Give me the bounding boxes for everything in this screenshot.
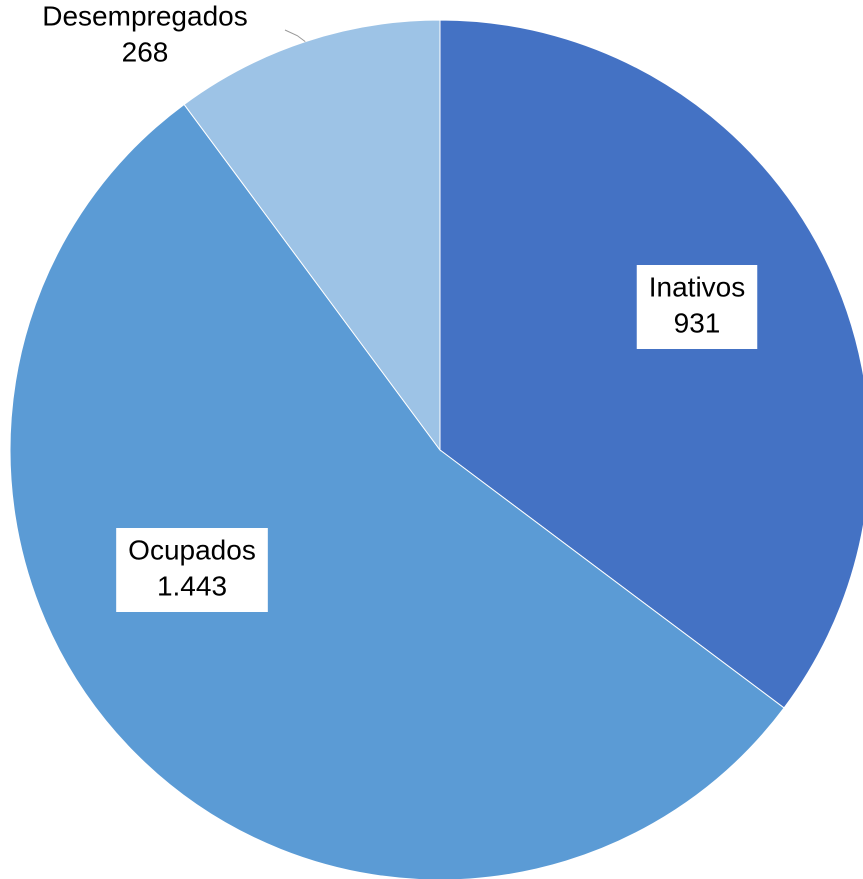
pie-slice [183,19,441,452]
category-label: Desempregados [42,0,247,31]
value-label: 1.443 [157,570,227,601]
category-label: Ocupados [128,534,256,565]
label-box [116,528,268,612]
leader-line [284,29,306,43]
value-label: 931 [674,307,721,338]
category-label: Inativos [649,271,746,302]
value-label: 268 [122,36,169,67]
label-box [636,265,758,349]
pie-slice [439,19,863,709]
pie-slice [9,103,785,879]
